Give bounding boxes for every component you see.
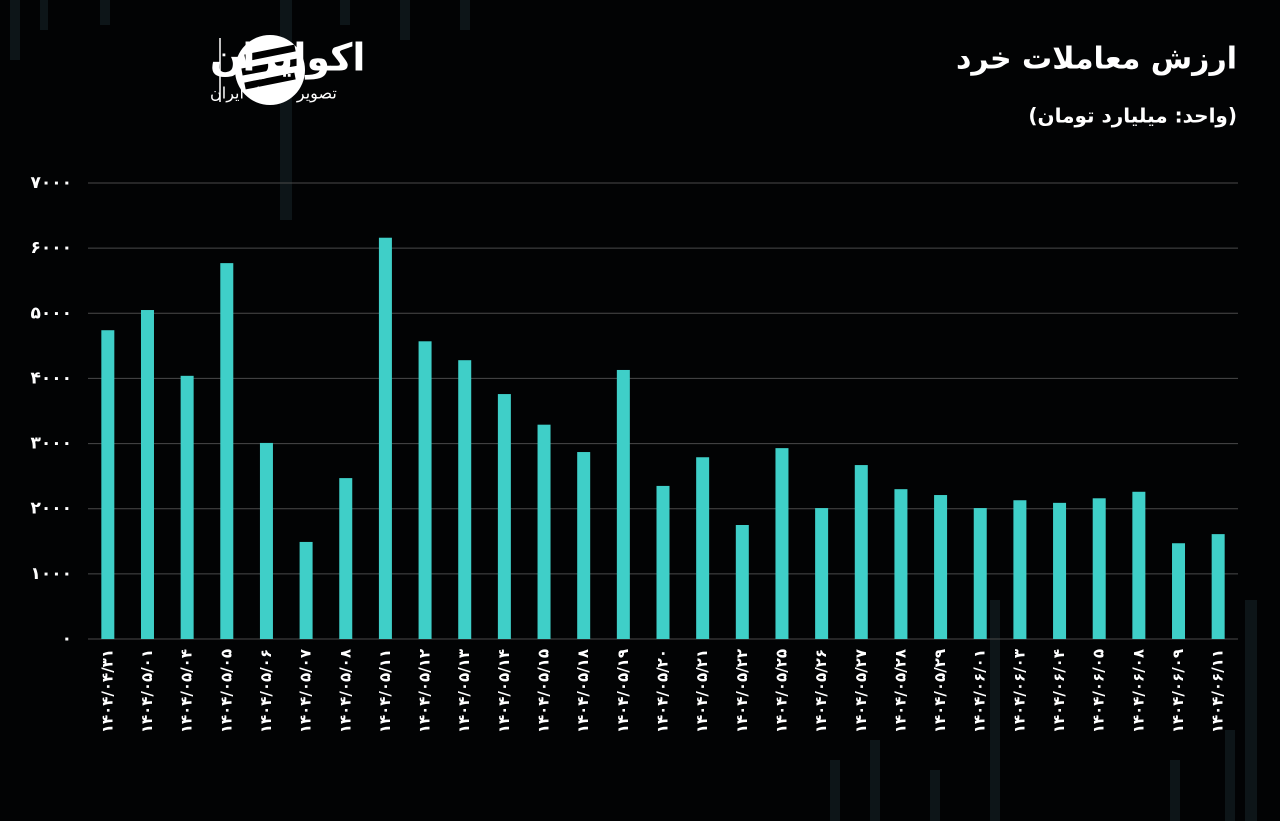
x-tick-label: ۱۴۰۴/۰۵/۱۸ — [574, 649, 592, 733]
x-tick-label: ۱۴۰۴/۰۵/۱۹ — [614, 649, 632, 733]
bar — [696, 457, 710, 639]
y-tick-label: ۳۰۰۰ — [30, 434, 72, 454]
bar — [854, 465, 868, 639]
bar — [577, 452, 591, 639]
x-tick-label: ۱۴۰۴/۰۵/۲۲ — [733, 649, 751, 733]
bar — [497, 394, 511, 639]
y-tick-label: ۲۰۰۰ — [30, 499, 72, 519]
brand-name: اکوایران — [210, 36, 365, 80]
bar — [894, 489, 908, 639]
bar — [1092, 498, 1106, 639]
x-tick-label: ۱۴۰۴/۰۵/۲۱ — [693, 649, 711, 733]
x-tick-label: ۱۴۰۴/۰۵/۱۱ — [376, 649, 394, 733]
y-tick-label: ۵۰۰۰ — [30, 303, 72, 323]
logo-mark-lines — [241, 44, 299, 90]
y-tick-label: ۶۰۰۰ — [30, 238, 72, 258]
bar — [418, 341, 432, 639]
bar — [259, 442, 273, 639]
y-tick-label: ۱۰۰۰ — [30, 564, 72, 584]
bar — [299, 541, 313, 639]
bar — [735, 525, 749, 639]
bar — [616, 369, 630, 639]
x-tick-label: ۱۴۰۴/۰۴/۳۱ — [98, 649, 116, 733]
bar — [934, 495, 948, 639]
chart-title: ارزش معاملات خرد — [956, 42, 1237, 77]
x-tick-label: ۱۴۰۴/۰۵/۱۳ — [455, 649, 473, 733]
x-tick-label: ۱۴۰۴/۰۵/۰۶ — [257, 649, 275, 733]
bar — [1132, 491, 1146, 639]
y-tick-label: ۴۰۰۰ — [30, 368, 72, 388]
x-tick-label: ۱۴۰۴/۰۶/۰۳ — [1010, 649, 1028, 733]
bar — [180, 375, 194, 639]
bar — [1013, 500, 1027, 639]
x-tick-label: ۱۴۰۴/۰۶/۱۱ — [1209, 649, 1227, 733]
bar — [656, 485, 670, 639]
bar — [339, 478, 353, 639]
x-tick-label: ۱۴۰۴/۰۶/۰۱ — [971, 649, 989, 733]
x-tick-label: ۱۴۰۴/۰۵/۲۹ — [931, 649, 949, 733]
x-tick-label: ۱۴۰۴/۰۵/۰۵ — [217, 649, 235, 733]
bar — [775, 448, 789, 639]
bar — [1172, 543, 1186, 639]
x-tick-label: ۱۴۰۴/۰۵/۰۱ — [138, 649, 156, 733]
x-tick-label: ۱۴۰۴/۰۵/۲۶ — [812, 649, 830, 733]
x-tick-label: ۱۴۰۴/۰۵/۰۷ — [297, 649, 315, 733]
x-tick-label: ۱۴۰۴/۰۵/۲۵ — [772, 649, 790, 733]
x-tick-label: ۱۴۰۴/۰۶/۰۴ — [1050, 649, 1068, 733]
logo: اکوایران تصویر اقتصاد ایران — [210, 35, 365, 105]
chart-subtitle: (واحد: میلیارد تومان) — [1028, 104, 1237, 128]
x-tick-label: ۱۴۰۴/۰۵/۰۸ — [336, 649, 354, 733]
bar — [378, 237, 392, 639]
brand-tagline: تصویر اقتصاد ایران — [210, 84, 337, 104]
bar — [537, 424, 551, 639]
x-tick-label: ۱۴۰۴/۰۶/۰۹ — [1169, 649, 1187, 733]
x-tick-label: ۱۴۰۴/۰۶/۰۵ — [1090, 649, 1108, 733]
x-tick-label: ۱۴۰۴/۰۵/۱۲ — [416, 649, 434, 733]
bar — [815, 508, 829, 639]
bar — [1053, 502, 1067, 639]
x-tick-label: ۱۴۰۴/۰۵/۰۴ — [178, 649, 196, 733]
y-tick-label: ۰ — [62, 629, 72, 649]
bar — [101, 330, 115, 639]
bar — [973, 508, 987, 639]
bar — [458, 360, 472, 639]
y-tick-label: ۷۰۰۰ — [30, 173, 72, 193]
bar — [140, 310, 154, 639]
x-tick-label: ۱۴۰۴/۰۶/۰۸ — [1129, 649, 1147, 733]
bar — [1211, 534, 1225, 639]
x-tick-label: ۱۴۰۴/۰۵/۲۷ — [852, 649, 870, 733]
x-tick-label: ۱۴۰۴/۰۵/۱۴ — [495, 649, 513, 733]
bar — [220, 263, 234, 639]
x-tick-label: ۱۴۰۴/۰۵/۱۵ — [535, 649, 553, 733]
x-tick-label: ۱۴۰۴/۰۵/۲۸ — [891, 649, 909, 733]
x-tick-label: ۱۴۰۴/۰۵/۲۰ — [654, 649, 672, 733]
